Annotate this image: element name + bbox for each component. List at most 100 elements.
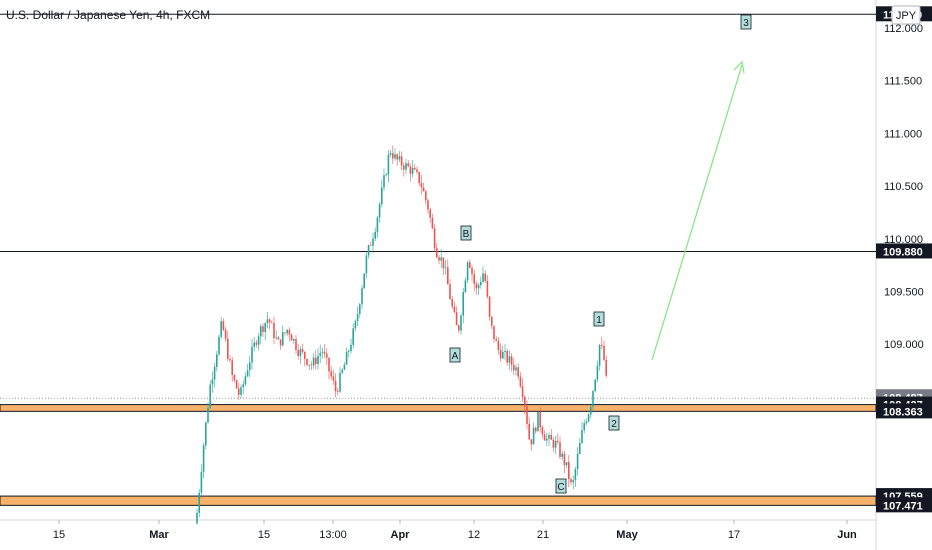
candle-body <box>244 376 247 385</box>
candle-body <box>233 375 236 381</box>
candle-body <box>381 187 383 205</box>
candle-body <box>257 336 260 345</box>
candle-body <box>290 334 293 341</box>
candle-body <box>438 257 440 261</box>
candle-body <box>541 427 544 435</box>
x-tick-label: Apr <box>391 529 411 541</box>
candle-body <box>337 391 339 392</box>
candle-body <box>385 174 387 176</box>
candle-body <box>526 406 528 424</box>
candle-body <box>365 255 368 274</box>
candle-body <box>251 346 253 363</box>
candle-body <box>420 183 423 188</box>
candle-body <box>519 376 522 387</box>
candle-body <box>473 274 475 284</box>
wave-label-box-A <box>449 347 461 363</box>
candle-body <box>506 350 508 363</box>
candle-body <box>411 167 414 174</box>
candle-body <box>275 337 277 339</box>
candle-body <box>444 267 447 269</box>
currency-box[interactable] <box>891 5 921 25</box>
candle-body <box>515 367 517 371</box>
candle-body <box>260 326 262 337</box>
candle-body <box>497 340 500 350</box>
candle-body <box>565 462 568 466</box>
candle-body <box>249 362 251 371</box>
currency-label: JPY <box>896 10 917 22</box>
candle-body <box>414 167 416 170</box>
wave-label-3: 3 <box>743 18 749 29</box>
y-tick-label: 109.500 <box>884 287 924 299</box>
candle-body <box>224 329 227 339</box>
candle-body <box>422 187 425 192</box>
candle-body <box>286 329 288 334</box>
candle-body <box>398 156 401 160</box>
projection-arrow-head <box>733 60 745 74</box>
candle-body <box>213 366 216 380</box>
candle-body <box>477 285 480 289</box>
candle-body <box>499 349 502 359</box>
candle-body <box>462 292 464 316</box>
y-tick-label: 111.500 <box>884 76 922 88</box>
candle-body <box>550 434 552 440</box>
candle-body <box>546 438 548 441</box>
candle-body <box>209 384 211 408</box>
candle-body <box>376 217 379 232</box>
candle-body <box>471 267 473 275</box>
candle-body <box>255 342 258 345</box>
candle-body <box>418 171 420 184</box>
price-tag-box <box>876 403 932 419</box>
candle-body <box>455 312 458 326</box>
candle-body <box>328 357 330 372</box>
candle-body <box>484 273 486 282</box>
candle-body <box>301 349 304 352</box>
candle-body <box>268 319 271 323</box>
candle-body <box>530 439 533 445</box>
candle-body <box>407 163 409 167</box>
wave-label-box-B <box>460 225 472 241</box>
wave-label-box-C <box>555 478 567 494</box>
candle-body <box>405 163 407 170</box>
candle-body <box>262 326 264 332</box>
candle-body <box>216 354 218 367</box>
candle-body <box>572 480 574 483</box>
candle-body <box>196 512 198 524</box>
wave-label-C: C <box>557 482 564 493</box>
candle-body <box>442 257 445 269</box>
candle-body <box>508 356 511 363</box>
candle-body <box>521 386 524 398</box>
x-tick-label: 17 <box>728 529 740 541</box>
candle-body <box>240 387 242 395</box>
candle-body <box>229 359 231 361</box>
candle-body <box>416 169 418 172</box>
candle-body <box>308 364 310 366</box>
chart-title: U.S. Dollar / Japanese Yen, 4h, FXCM <box>6 8 211 22</box>
candle-body <box>453 306 456 313</box>
candle-body <box>451 299 453 307</box>
candle-body <box>306 358 308 365</box>
candle-body <box>354 321 357 329</box>
candle-body <box>392 153 394 159</box>
candle-body <box>242 384 244 388</box>
candle-body <box>345 351 348 365</box>
candle-body <box>271 322 273 324</box>
candle-body <box>587 414 590 422</box>
candle-body <box>524 397 526 407</box>
price-tag-2: 109.880 <box>883 246 923 258</box>
candle-body <box>222 321 225 330</box>
candle-body <box>297 350 299 356</box>
candle-body <box>491 316 493 326</box>
candle-body <box>339 372 341 392</box>
candle-body <box>367 245 370 256</box>
candle-body <box>493 325 495 340</box>
candle-body <box>429 209 431 218</box>
candle-body <box>312 357 315 366</box>
candle-body <box>579 443 581 455</box>
y-tick-label: 110.500 <box>884 181 923 193</box>
candle-body <box>279 339 282 346</box>
candle-body <box>273 322 275 339</box>
candle-body <box>396 154 398 160</box>
candle-body <box>304 351 306 359</box>
candle-body <box>352 328 354 345</box>
